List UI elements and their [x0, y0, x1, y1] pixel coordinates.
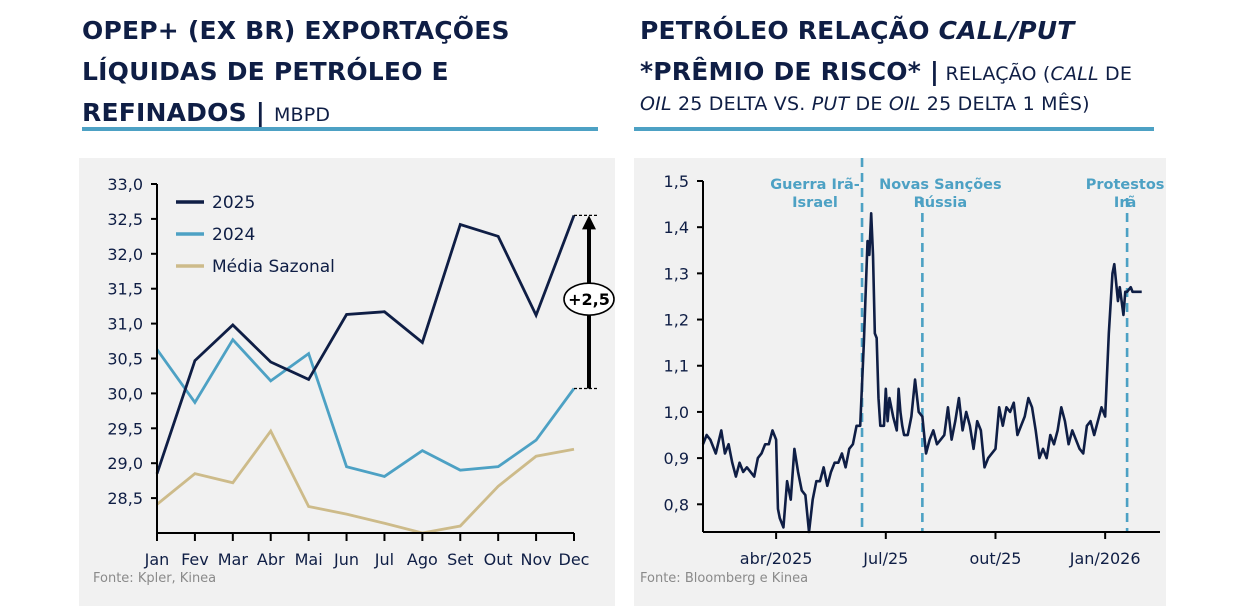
left-series-line-2	[156, 428, 575, 535]
right-y-tick-label: 0,9	[664, 449, 689, 468]
right-y-tick-label: 1,4	[664, 218, 689, 237]
legend-label-1: 2024	[212, 225, 255, 245]
right-chart-title: PETRÓLEO RELAÇÃO CALL/PUT *PRÊMIO DE RIS…	[640, 10, 1180, 119]
left-y-tick-label: 32,0	[107, 245, 143, 264]
right-subtitle-c: DE	[1098, 63, 1133, 85]
left-series-line-1	[155, 337, 576, 478]
left-x-tick-label: Jul	[374, 550, 394, 569]
right-subtitle-i: 25 DELTA 1 MÊS)	[920, 93, 1090, 115]
left-y-tick-label: 33,0	[107, 175, 143, 194]
left-source: Fonte: Kpler, Kinea	[93, 571, 217, 586]
left-title-line3-text: REFINADOS |	[82, 98, 266, 127]
event-label-0-line2: Israel	[792, 195, 838, 211]
event-label-1-line2: Rússia	[914, 195, 968, 211]
left-title-line2: LÍQUIDAS DE PETRÓLEO E	[82, 57, 449, 86]
right-title-line1-b: CALL/PUT	[938, 16, 1075, 45]
left-chart: 33,0 32,5 32,0 31,5 31,0 30,5 30,0 29,5 29,0 28,5…	[107, 175, 615, 569]
event-label-2-line2: Irã	[1114, 195, 1136, 211]
right-x-tick-label: Jul/25	[862, 549, 908, 568]
left-x-tick-label: Mai	[295, 550, 323, 569]
right-subtitle-a: RELAÇÃO (	[939, 63, 1051, 85]
event-label-0-line1: Guerra Irã-	[770, 177, 860, 193]
left-y-tick-label: 30,0	[107, 384, 143, 403]
annotation-arrow-head	[582, 215, 596, 230]
right-y-tick-label: 1,5	[664, 172, 689, 191]
left-x-tick-label: Mar	[218, 550, 249, 569]
right-x-tick-label: abr/2025	[740, 549, 813, 568]
left-title-line1: OPEP+ (EX BR) EXPORTAÇÕES	[82, 16, 510, 45]
right-subtitle-h: OIL	[888, 93, 921, 115]
left-y-tick-label: 31,5	[107, 280, 143, 299]
left-y-tick-label: 32,5	[107, 210, 143, 229]
left-y-tick-label: 29,5	[107, 419, 143, 438]
left-x-tick-label: Out	[484, 550, 513, 569]
annotation-bubble	[563, 282, 615, 316]
left-chart-panel	[79, 158, 615, 606]
left-y-tick-label: 28,5	[107, 489, 143, 508]
left-chart-title: OPEP+ (EX BR) EXPORTAÇÕES LÍQUIDAS DE PE…	[82, 10, 602, 136]
left-title-rule	[82, 127, 598, 131]
event-label-2-line1: Protestos	[1086, 177, 1165, 193]
right-y-tick-label: 1,3	[664, 264, 689, 283]
right-title-line1: PETRÓLEO RELAÇÃO CALL/PUT	[640, 10, 1180, 51]
right-title-line3: OIL 25 DELTA VS. PUT DE OIL 25 DELTA 1 M…	[640, 89, 1180, 119]
right-title-line2: *PRÊMIO DE RISCO* | RELAÇÃO (CALL DE	[640, 51, 1180, 95]
right-subtitle-e: 25 DELTA VS.	[671, 93, 812, 115]
right-x-tick-label: Jan/2026	[1069, 549, 1141, 568]
left-y-tick-label: 31,0	[107, 315, 143, 334]
right-subtitle-b: CALL	[1050, 63, 1099, 85]
left-x-tick-label: Jan	[144, 550, 170, 569]
right-y-tick-label: 0,8	[664, 495, 689, 514]
left-x-tick-label: Nov	[520, 550, 551, 569]
right-subtitle-g: DE	[849, 93, 889, 115]
right-y-tick-label: 1,1	[664, 357, 689, 376]
left-title-line3: REFINADOS | MBPD	[82, 92, 602, 136]
annotation-label: +2,5	[568, 290, 610, 309]
right-subtitle-f: PUT	[811, 93, 850, 115]
left-series-line-0	[155, 214, 576, 475]
right-title-rule	[634, 127, 1154, 131]
left-x-tick-label: Set	[447, 550, 473, 569]
right-source: Fonte: Bloomberg e Kinea	[640, 571, 809, 586]
left-y-tick-label: 30,5	[107, 350, 143, 369]
left-x-tick-label: Jun	[333, 550, 359, 569]
event-label-1-line1: Novas Sanções	[879, 177, 1002, 193]
left-y-tick-label: 29,0	[107, 454, 143, 473]
right-title-line2-text: *PRÊMIO DE RISCO* |	[640, 57, 940, 86]
left-title-unit: MBPD	[273, 104, 331, 126]
right-chart: Guerra Irã- Israel Novas Sanções Rússia Prot…	[664, 158, 1165, 568]
right-y-tick-label: 1,0	[664, 403, 689, 422]
legend-label-2: Média Sazonal	[212, 257, 335, 277]
right-title-line1-a: PETRÓLEO RELAÇÃO	[640, 16, 939, 45]
right-y-tick-label: 1,2	[664, 311, 689, 330]
right-subtitle-d: OIL	[640, 93, 672, 115]
legend-label-0: 2025	[212, 193, 255, 213]
left-x-tick-label: Dec	[559, 550, 590, 569]
left-x-tick-label: Abr	[257, 550, 285, 569]
left-x-tick-label: Ago	[407, 550, 438, 569]
left-x-tick-label: Fev	[181, 550, 209, 569]
right-x-tick-label: out/25	[970, 549, 1022, 568]
